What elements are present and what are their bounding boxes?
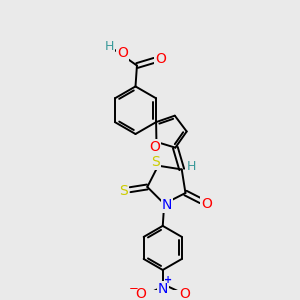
- Text: H: H: [105, 40, 114, 53]
- Text: O: O: [155, 52, 166, 66]
- Text: O: O: [117, 46, 128, 60]
- Text: S: S: [119, 184, 128, 198]
- Text: O: O: [201, 197, 212, 211]
- Text: O: O: [150, 140, 160, 154]
- Text: +: +: [164, 275, 172, 285]
- Text: S: S: [151, 155, 160, 169]
- Text: N: N: [158, 281, 168, 296]
- Text: N: N: [162, 198, 172, 212]
- Text: O: O: [135, 287, 146, 300]
- Text: −: −: [129, 282, 139, 295]
- Text: H: H: [186, 160, 196, 173]
- Text: O: O: [180, 287, 190, 300]
